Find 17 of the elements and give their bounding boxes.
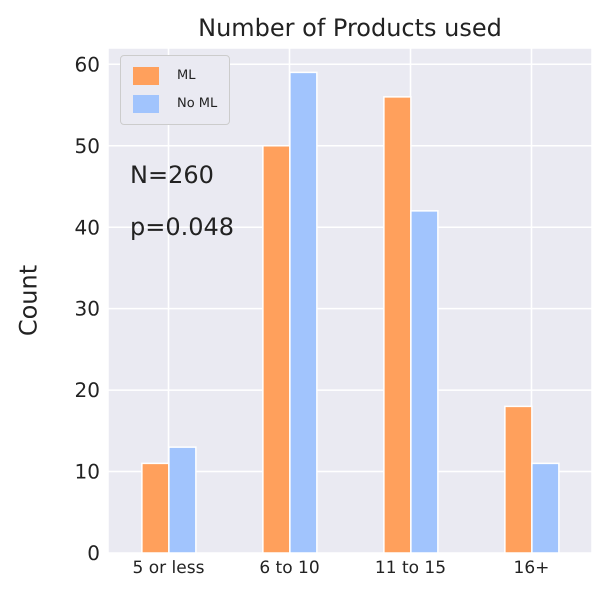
chart-title: Number of Products used bbox=[197, 14, 503, 42]
y-tick-label: 40 bbox=[74, 215, 100, 240]
y-tick-label: 50 bbox=[74, 134, 100, 158]
y-axis-title: Count bbox=[14, 264, 43, 336]
annotation: N=260 bbox=[130, 161, 214, 189]
x-tick-label: 6 to 10 bbox=[259, 558, 320, 578]
y-tick-label: 0 bbox=[87, 541, 100, 566]
y-tick-label: 60 bbox=[74, 52, 100, 76]
y-tick-label: 30 bbox=[74, 296, 100, 321]
x-tick-label: 11 to 15 bbox=[374, 558, 446, 578]
legend-label: ML bbox=[177, 67, 196, 85]
y-tick-label: 10 bbox=[74, 460, 100, 484]
annotation: p=0.048 bbox=[130, 213, 234, 241]
x-tick-label: 5 or less bbox=[132, 558, 205, 578]
legend-label: No ML bbox=[177, 95, 218, 113]
x-tick-label: 16+ bbox=[514, 558, 550, 578]
y-tick-label: 20 bbox=[74, 378, 100, 402]
